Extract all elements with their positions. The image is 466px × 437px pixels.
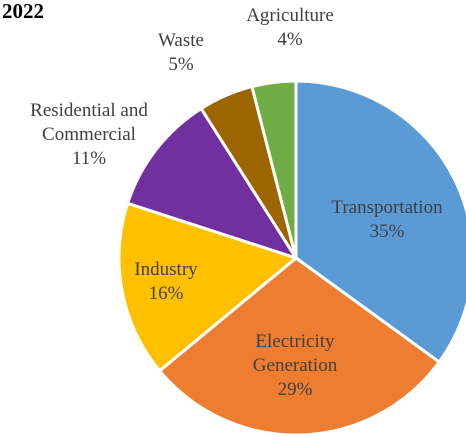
slice-label-electricity-generation: Electricity Generation 29% bbox=[253, 331, 338, 400]
pie-slice-transportation bbox=[294, 79, 466, 364]
slice-labels: Transportation 35% Electricity Generation 29… bbox=[30, 5, 443, 400]
slice-label-waste: Waste 5% bbox=[158, 30, 204, 75]
slice-label-industry: Industry 16% bbox=[134, 259, 198, 304]
slice-label-agriculture: Agriculture 4% bbox=[246, 5, 334, 50]
pie-slice-agriculture bbox=[250, 79, 298, 260]
pie-slices bbox=[117, 79, 466, 437]
chart-title: 2022 bbox=[2, 0, 44, 23]
pie-slice-electricity-generation bbox=[158, 256, 441, 437]
pie-slice-residential-and-commercial bbox=[126, 107, 298, 260]
slice-label-residential-and-commercial: Residential and Commercial 11% bbox=[30, 100, 148, 169]
slice-label-transportation: Transportation 35% bbox=[331, 197, 443, 242]
